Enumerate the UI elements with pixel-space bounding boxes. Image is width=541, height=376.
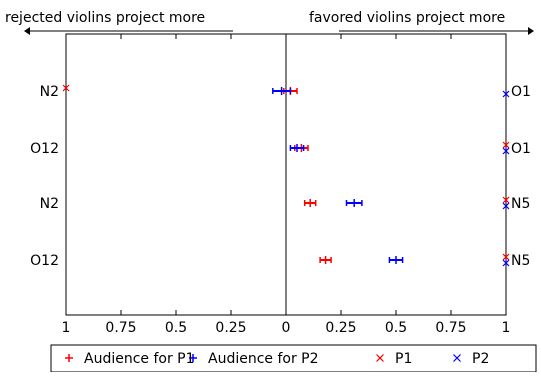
legend-label: Audience for P2 xyxy=(208,351,319,367)
point-p2-b xyxy=(502,147,510,155)
x-tick-label: 1 xyxy=(62,320,71,336)
point-p2 xyxy=(502,202,510,210)
legend-marker-b xyxy=(376,354,384,362)
point-p1 xyxy=(502,141,510,149)
row-label-left: N2 xyxy=(40,84,59,100)
legend-box xyxy=(50,344,537,373)
point-audience-for-p2 xyxy=(392,256,400,264)
legend-marker xyxy=(65,354,73,362)
x-tick-label: 0.75 xyxy=(435,320,466,336)
legend-label: P2 xyxy=(472,351,489,367)
row-label-left: O12 xyxy=(30,253,59,269)
point-p2-b xyxy=(502,259,510,267)
legend-marker xyxy=(453,354,461,362)
annotation-right: favored violins project more xyxy=(309,10,505,26)
point-audience-for-p2 xyxy=(277,87,286,95)
row-label-left: N2 xyxy=(40,196,59,212)
row-label-right: O1 xyxy=(511,141,531,157)
point-p1 xyxy=(502,253,510,261)
point-p1 xyxy=(502,196,510,204)
row-labels: N2 O1 O12 O1 N2 N5 O12 N5 xyxy=(30,84,531,269)
x-tick-label: 0.5 xyxy=(165,320,187,336)
point-p2 xyxy=(502,147,510,155)
row-label-left: O12 xyxy=(30,141,59,157)
x-tick-label: 0.75 xyxy=(105,320,136,336)
point-p2-b xyxy=(502,90,510,98)
point-p1-b xyxy=(62,84,70,92)
annotation-left: rejected violins project more xyxy=(5,10,205,26)
arrow-right-head xyxy=(528,27,534,35)
legend-marker-b xyxy=(453,354,461,362)
point-audience-for-p2 xyxy=(350,199,359,207)
legend-label: P1 xyxy=(395,351,412,367)
point-p1-b xyxy=(502,141,510,149)
x-tick-label: 0.5 xyxy=(385,320,407,336)
legend-marker xyxy=(376,354,384,362)
point-p2-b xyxy=(502,202,510,210)
arrow-left-head xyxy=(24,27,30,35)
x-tick-label: 1 xyxy=(502,320,511,336)
x-tick-label: 0.25 xyxy=(325,320,356,336)
point-p2 xyxy=(502,259,510,267)
annotations: rejected violins project more favored vi… xyxy=(5,10,534,35)
x-tick-label: 0.25 xyxy=(215,320,246,336)
row-label-right: O1 xyxy=(511,84,531,100)
legend: Audience for P1 Audience for P2 P1 P2 xyxy=(50,344,537,373)
point-p2 xyxy=(502,90,510,98)
x-axis: 1 0.75 0.5 0.25 0 0.25 0.5 0.75 1 xyxy=(62,34,511,336)
x-tick-label: 0 xyxy=(282,320,291,336)
point-audience-for-p2 xyxy=(293,144,301,152)
row-label-right: N5 xyxy=(511,253,530,269)
legend-label: Audience for P1 xyxy=(84,351,195,367)
data-marks xyxy=(62,84,510,267)
legend-marker xyxy=(189,354,197,362)
point-audience-for-p1 xyxy=(321,256,330,264)
point-p1 xyxy=(62,84,70,92)
point-audience-for-p1 xyxy=(306,199,315,207)
point-p1-b xyxy=(502,196,510,204)
point-p1-b xyxy=(502,253,510,261)
row-label-right: N5 xyxy=(511,196,530,212)
